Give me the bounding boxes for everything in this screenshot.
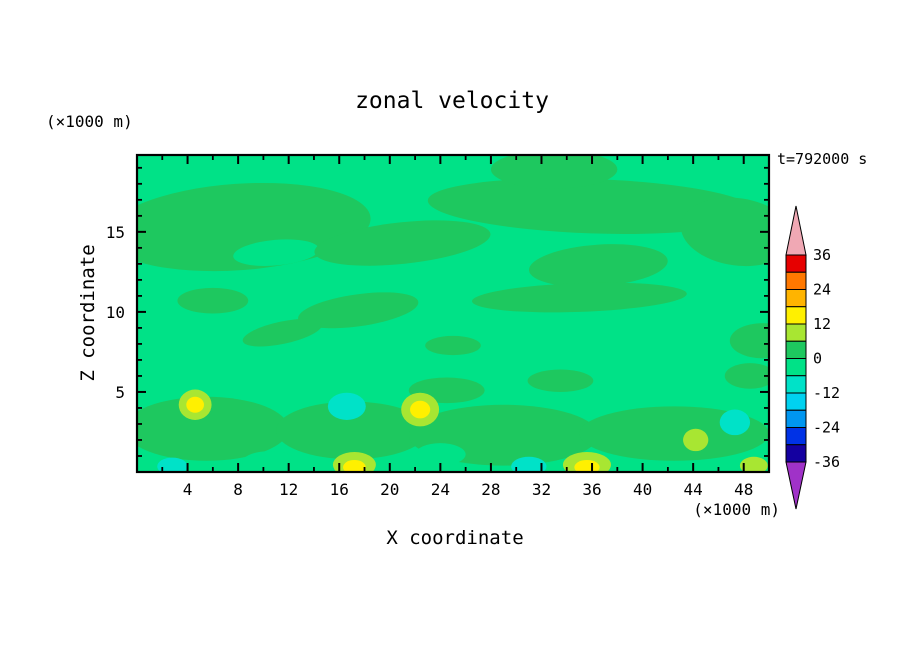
colorbar-segment [785,306,807,325]
plot-frame [135,153,771,474]
contour-region [427,178,757,235]
contour-region [298,292,419,329]
x-tick-label: 36 [582,480,601,499]
colorbar-segment [785,323,807,342]
contour-region [490,155,618,189]
colorbar-segment [785,427,807,446]
colorbar-tick-label: -24 [813,419,840,437]
colorbar-tick-label: -12 [813,384,840,402]
colorbar-segment [785,444,807,463]
colorbar-segment [785,289,807,308]
contour-region [233,239,319,266]
contour-region [729,323,769,359]
contour-region [241,451,298,472]
x-tick-label: 24 [431,480,450,499]
contour-region [680,197,769,267]
contour-field [137,155,769,472]
colorbar-segment [785,254,807,273]
colorbar-tick-label: 0 [813,350,822,368]
colorbar-segment [785,340,807,359]
colorbar-tick-label: 36 [813,246,831,264]
x-tick-label: 16 [330,480,349,499]
contour-region [683,428,709,452]
x-tick-label: 28 [481,480,500,499]
contour-region [528,244,668,287]
contour-region [343,459,366,472]
y-tick-label: 10 [106,303,125,322]
contour-region [527,369,594,392]
contour-region [137,396,289,461]
x-tick-label: 20 [380,480,399,499]
x-tick-label: 48 [734,480,753,499]
colorbar-over-arrow [785,205,807,256]
colorbar-tick-label: 12 [813,315,831,333]
y-axis-units: (×1000 m) [46,112,133,131]
contour-region [410,400,431,419]
y-axis-label: Z coordinate [77,244,99,382]
y-tick-label: 5 [115,383,125,402]
contour-region [415,443,466,466]
contour-region [739,456,768,472]
colorbar-segment [785,358,807,377]
x-tick-label: 44 [684,480,703,499]
contour-region [719,409,751,436]
contour-region [276,401,428,460]
x-tick-label: 8 [233,480,243,499]
y-tick-label: 15 [106,223,125,242]
x-axis-label: X coordinate [386,527,524,549]
contour-region [314,220,491,266]
contour-region [242,318,322,347]
colorbar-segment [785,392,807,411]
contour-region [327,392,366,420]
contour-region [186,396,204,413]
x-tick-label: 32 [532,480,551,499]
x-axis-units: (×1000 m) [693,500,780,519]
x-tick-label: 40 [633,480,652,499]
time-annotation: t=792000 s [777,150,868,168]
plot-title: zonal velocity [355,88,549,114]
contour-region [177,287,249,314]
contour-region [472,282,687,313]
contour-region [724,363,769,389]
colorbar-tick-label: 24 [813,281,831,299]
colorbar-segment [785,375,807,394]
colorbar-tick-label: -36 [813,453,840,471]
contour-region [574,459,600,472]
colorbar-segment [785,271,807,290]
contour-region [511,456,547,472]
colorbar-segment [785,409,807,428]
x-tick-label: 12 [279,480,298,499]
contour-region [425,335,481,356]
x-tick-label: 4 [183,480,193,499]
contour-region [157,457,188,472]
colorbar-under-arrow [785,461,807,510]
